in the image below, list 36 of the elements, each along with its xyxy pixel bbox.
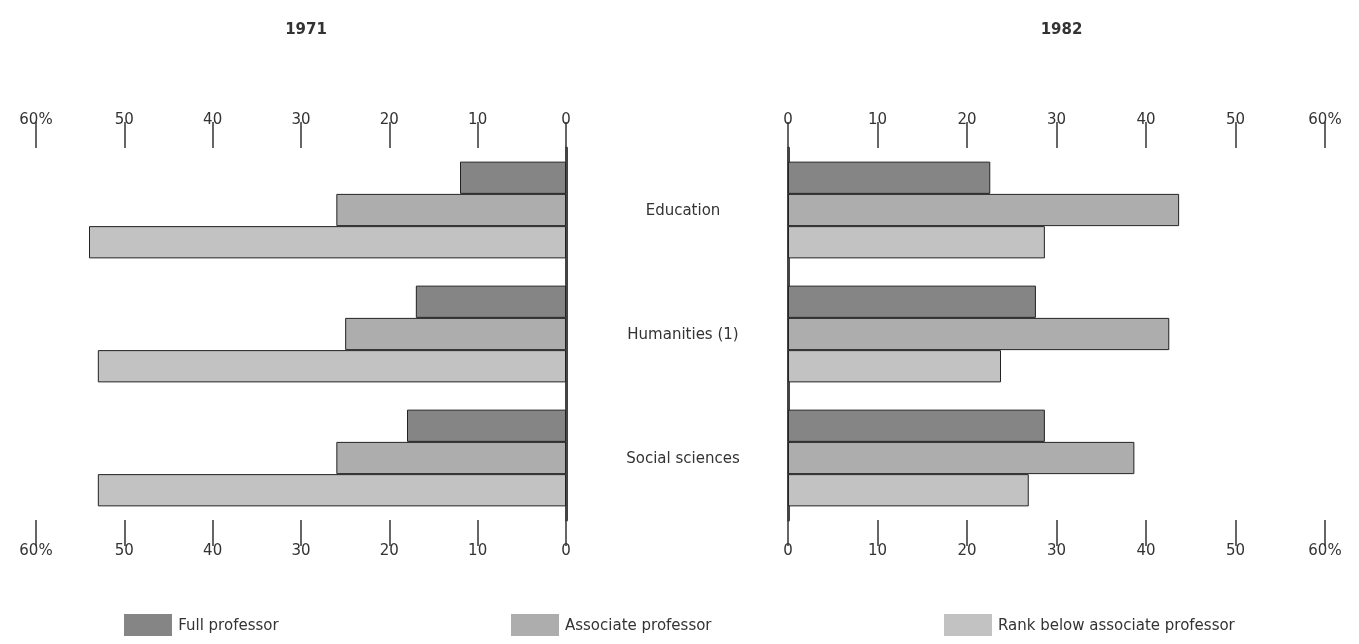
legend-label: Rank below associate professor <box>997 616 1235 634</box>
x2-tick-label: 60% <box>1308 109 1342 128</box>
y-tick-label: Education <box>645 201 721 219</box>
x2-tick-label: 60% <box>19 109 53 128</box>
x-tick-label: 30 <box>291 540 311 559</box>
x2-tick-label: 0 <box>783 109 793 128</box>
x-tick-label: 20 <box>957 540 977 559</box>
x2-tick-label: 20 <box>379 109 399 128</box>
x-tick-label: 0 <box>783 540 793 559</box>
x-tick-label: 50 <box>114 540 134 559</box>
x2-tick-label: 30 <box>1046 109 1067 128</box>
x-tick-label: 60% <box>1308 540 1342 559</box>
x-tick-label: 10 <box>867 540 888 559</box>
x-tick-label: 60% <box>19 540 53 559</box>
x-tick-label: 10 <box>468 540 488 559</box>
y-tick-label: Social sciences <box>626 449 740 467</box>
chart-title: 1971 <box>285 19 327 38</box>
x2-tick-label: 10 <box>468 109 488 128</box>
x-tick-label: 20 <box>379 540 399 559</box>
x2-tick-label: 40 <box>1136 109 1156 128</box>
x-tick-label: 40 <box>1136 540 1156 559</box>
legend-label: Full professor <box>178 616 279 634</box>
x2-tick-label: 0 <box>561 109 571 128</box>
legend-label: Associate professor <box>564 616 712 634</box>
x-tick-label: 0 <box>561 540 571 559</box>
x-tick-label: 30 <box>1046 540 1067 559</box>
chart-title: 1982 <box>1040 19 1083 38</box>
x-tick-label: 50 <box>1225 540 1246 559</box>
x2-tick-label: 50 <box>1225 109 1246 128</box>
x2-tick-label: 10 <box>867 109 888 128</box>
x2-tick-label: 40 <box>203 109 223 128</box>
x-tick-label: 40 <box>203 540 223 559</box>
x2-tick-label: 30 <box>291 109 311 128</box>
x2-tick-label: 20 <box>957 109 977 128</box>
y-tick-label: Humanities (1) <box>627 325 739 343</box>
x2-tick-label: 50 <box>114 109 134 128</box>
